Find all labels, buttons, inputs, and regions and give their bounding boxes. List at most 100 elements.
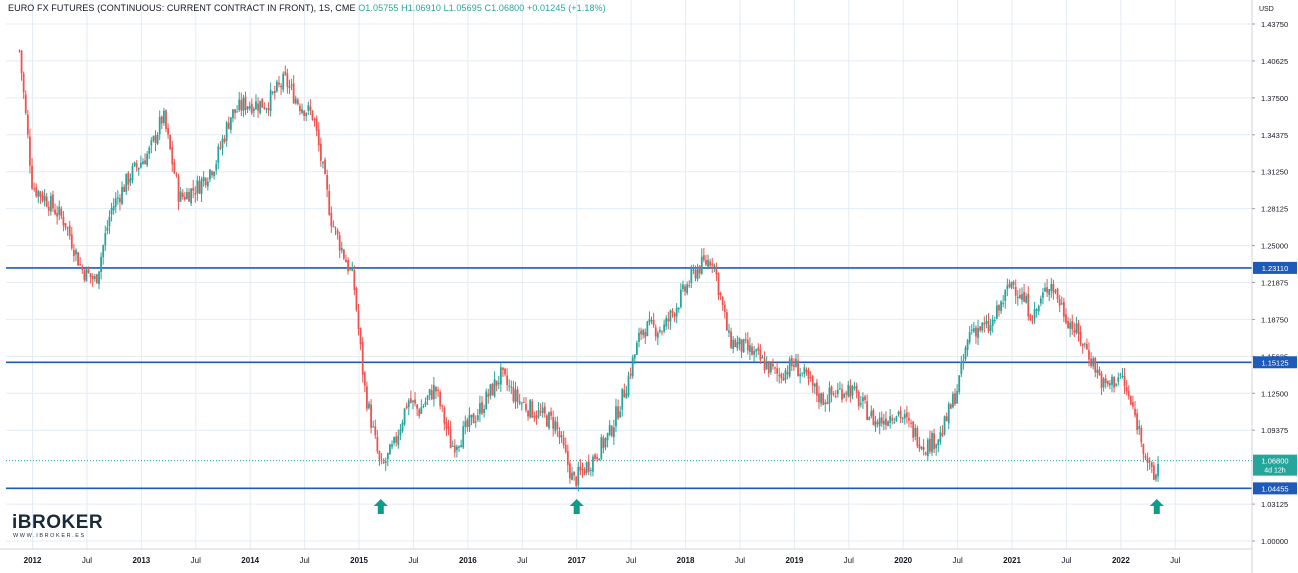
candle-body (142, 161, 144, 165)
candle-body (600, 437, 603, 459)
candle (72, 243, 75, 262)
candle (89, 273, 92, 284)
candle (761, 354, 764, 359)
candle (267, 102, 270, 116)
candle (119, 194, 121, 211)
candle (242, 94, 245, 118)
candle (1094, 356, 1097, 378)
candle (29, 128, 31, 174)
candle-body (18, 50, 21, 52)
candle (43, 189, 46, 207)
candle-body (1132, 402, 1134, 407)
candle-body (826, 402, 829, 405)
candle-body (412, 400, 414, 402)
candle-body (709, 261, 712, 266)
candle (688, 280, 691, 288)
low-value: L1.05695 (443, 3, 482, 13)
candle-body (453, 445, 456, 453)
candle (809, 371, 812, 382)
candle (464, 415, 467, 435)
candle-body (487, 393, 490, 398)
candle (177, 173, 180, 211)
candle (903, 409, 906, 425)
candle-body (271, 91, 274, 93)
candle-body (696, 267, 699, 280)
candle (552, 410, 555, 437)
candle-body (248, 106, 251, 109)
candle-body (89, 273, 92, 278)
candle-body (772, 363, 774, 367)
candle (458, 445, 460, 453)
candle (935, 443, 938, 456)
candle-body (1004, 289, 1007, 301)
candle (987, 313, 990, 334)
candle (372, 420, 375, 428)
candle (970, 324, 973, 335)
candle-body (49, 196, 52, 212)
candle (822, 391, 825, 406)
candle-body (518, 401, 521, 404)
candle-body (66, 227, 69, 229)
candle-body (1144, 455, 1147, 458)
candle (960, 355, 963, 378)
candle (167, 123, 169, 139)
candle-body (395, 436, 398, 443)
candle-body (502, 367, 504, 370)
candle (1025, 292, 1028, 304)
candle (510, 380, 513, 394)
candle-body (70, 234, 73, 249)
candle (186, 187, 188, 200)
candle (803, 363, 806, 378)
candle-body (878, 417, 881, 427)
candle (409, 390, 412, 404)
candle-body (1152, 465, 1155, 480)
candle-body (981, 323, 984, 331)
candle (690, 264, 693, 288)
candle-body (931, 432, 933, 453)
candle (746, 332, 749, 355)
candle (757, 343, 760, 355)
candle-body (1021, 294, 1023, 300)
candle (236, 105, 239, 113)
candle (368, 401, 370, 410)
candle (311, 110, 314, 121)
candle (269, 82, 272, 117)
x-tick-label: 2020 (894, 556, 912, 565)
candle-body (539, 411, 542, 413)
candle (319, 137, 322, 167)
candle-body (81, 266, 84, 270)
candle (767, 360, 770, 378)
candle-body (204, 178, 207, 186)
candle-body (995, 305, 998, 319)
candle (941, 425, 944, 437)
candle (872, 408, 875, 426)
candle (537, 402, 540, 419)
candle (401, 419, 404, 433)
candle (958, 375, 961, 395)
candle-body (1155, 474, 1157, 480)
candle-body (508, 385, 511, 387)
candle-body (1060, 303, 1063, 305)
candle (742, 338, 745, 353)
candle-body (619, 411, 622, 418)
candle (539, 403, 542, 417)
candle-body (280, 85, 282, 88)
candle (47, 201, 50, 217)
candle (499, 363, 502, 392)
candle-body (403, 408, 406, 425)
candle (451, 440, 454, 447)
candle-body (29, 136, 31, 166)
candle-body (1027, 293, 1030, 317)
candle-body (173, 162, 176, 174)
candle-body (416, 404, 419, 409)
candle (830, 385, 833, 403)
candle-body (215, 163, 218, 171)
candle (1016, 290, 1019, 306)
candle (608, 420, 611, 437)
candle-body (183, 196, 186, 200)
candle-body (466, 419, 469, 427)
x-tick-label: Jul (191, 556, 201, 565)
candle-body (33, 188, 36, 190)
candle (834, 390, 837, 399)
